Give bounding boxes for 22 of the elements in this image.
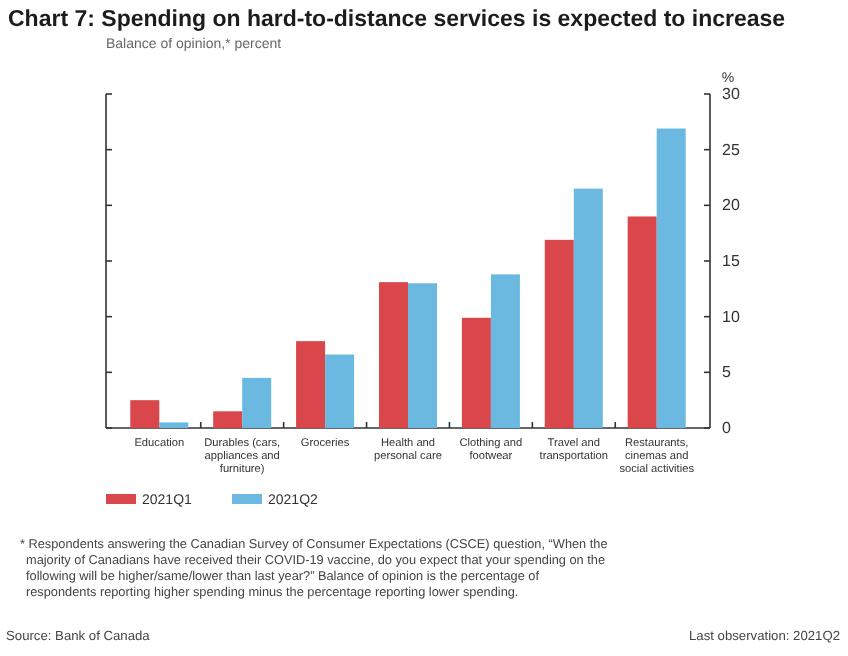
bar bbox=[656, 128, 686, 428]
y-tick-label: 20 bbox=[722, 196, 741, 215]
bar bbox=[325, 354, 355, 428]
bar bbox=[461, 317, 491, 428]
bar bbox=[408, 283, 438, 428]
bar bbox=[242, 377, 272, 428]
y-tick-label: 25 bbox=[722, 140, 741, 159]
bar bbox=[130, 400, 160, 428]
bar bbox=[159, 422, 189, 428]
y-tick-label: 0 bbox=[722, 419, 732, 437]
y-tick-label: 15 bbox=[722, 252, 741, 270]
y-tick-label: 5 bbox=[722, 363, 732, 382]
bar bbox=[544, 239, 574, 428]
bar bbox=[573, 188, 603, 428]
bar bbox=[213, 411, 243, 428]
bar bbox=[296, 341, 326, 428]
chart-title: Chart 7: Spending on hard-to-distance services is expected to increase bbox=[8, 8, 786, 32]
bar bbox=[627, 216, 657, 428]
bar bbox=[490, 274, 520, 428]
bar bbox=[378, 282, 408, 428]
y-tick-label: 30 bbox=[722, 85, 741, 103]
y-tick-label: 10 bbox=[722, 307, 741, 326]
